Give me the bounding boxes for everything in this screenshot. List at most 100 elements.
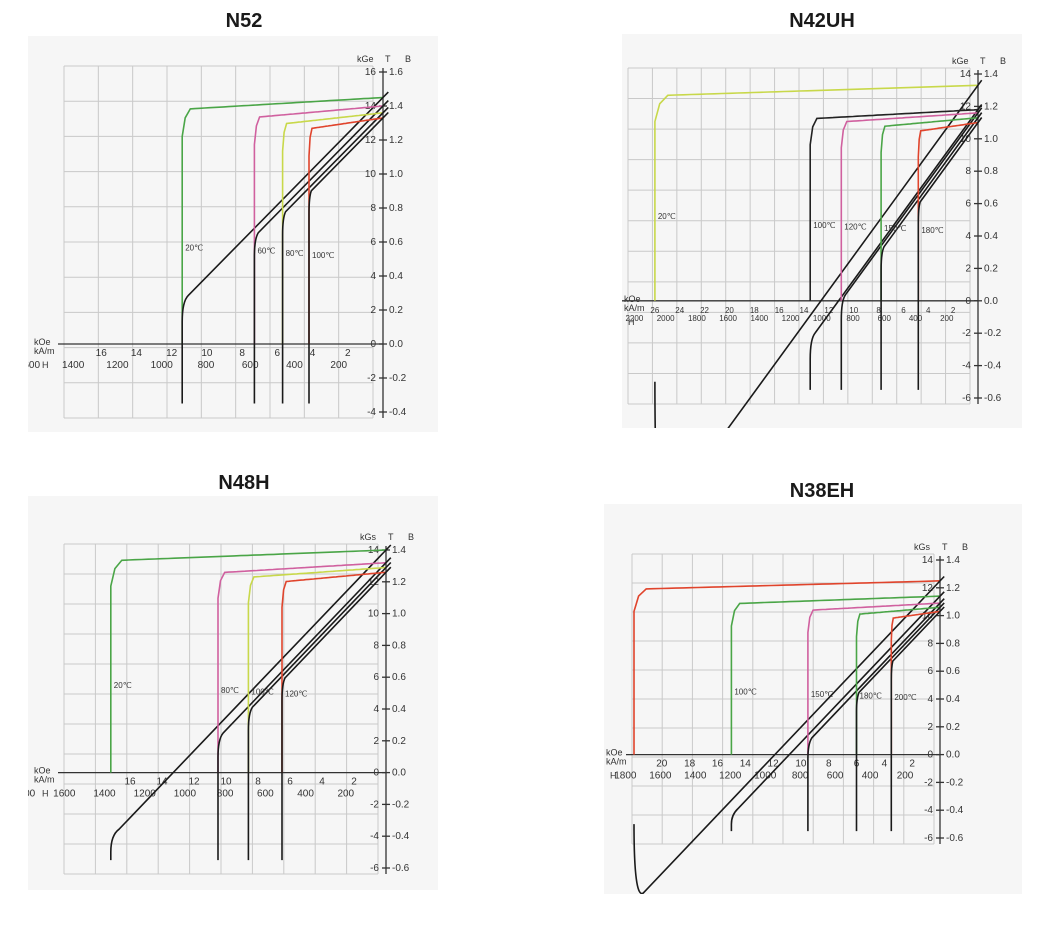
y-tick-label-t: 0.8 (392, 640, 406, 651)
y-tick-label-t: 0.8 (946, 638, 960, 649)
y-tick-label-t: 1.4 (946, 555, 960, 566)
y-tick-label-kg: -4 (370, 831, 379, 842)
y-tick-label-kg: -2 (367, 373, 376, 384)
x-tick-label-koe: 12 (166, 348, 178, 359)
chart-title-n42uh: N42UH (789, 10, 855, 32)
y-tick-label-kg: 12 (365, 135, 377, 146)
y-tick-label-kg: 0 (370, 339, 376, 350)
demag-curve-2 (840, 112, 979, 301)
x-tick-label-kam: 1600 (719, 314, 737, 323)
x-tick-label-koe: 8 (255, 777, 261, 788)
y-tick-label-kg: 12 (960, 101, 972, 112)
y-tick-label-t: 0.8 (984, 166, 998, 177)
y-tick-label-t: 1.0 (389, 169, 403, 180)
y-tick-label-t: 0.0 (984, 296, 998, 307)
x-tick-label-koe: 14 (156, 777, 168, 788)
temp-label: 20℃ (658, 212, 676, 221)
demag-curve-1 (730, 595, 941, 755)
chart-panel-n38eh: 14 1.4 12 1.2 10 1.0 8 0.8 6 0.6 4 0.4 2 0.2 0 0.0 -2 -0.… (604, 504, 1022, 894)
y-tick-label-kg: 6 (370, 237, 376, 248)
grid-lines (63, 65, 374, 419)
x-tick-label-koe: 12 (824, 306, 833, 315)
unit-h-axis: H (610, 771, 617, 781)
x-tick-label-kam: 1000 (813, 314, 831, 323)
y-tick-label-t: -0.2 (392, 799, 410, 810)
y-tick-label-kg: 2 (373, 736, 379, 747)
x-tick-label-kam: 400 (286, 360, 303, 371)
normal-curve-1 (217, 557, 392, 861)
temp-label: 60℃ (257, 247, 275, 256)
y-tick-label-t: 1.2 (392, 577, 406, 588)
x-tick-label-kam: 1000 (754, 771, 777, 782)
temp-label: 180℃ (860, 692, 882, 701)
y-tick-label-t: 0.4 (984, 231, 998, 242)
y-tick-label-t: -0.2 (946, 777, 964, 788)
x-tick-label-kam: 800 (198, 360, 215, 371)
x-tick-label-koe: 2 (351, 777, 357, 788)
x-tick-label-kam: 800 (846, 314, 860, 323)
y-tick-label-kg: 2 (370, 305, 376, 316)
chart-panel-n42uh: 14 1.4 12 1.2 10 1.0 8 0.8 6 0.6 4 0.4 2 0.2 0 0.0 -2 -0.… (622, 34, 1022, 428)
y-tick-label-kg: 4 (370, 271, 376, 282)
y-tick-label-t: 0.6 (392, 672, 406, 683)
x-tick-label-kam: 1600 (649, 771, 672, 782)
y-tick-label-kg: -4 (962, 361, 971, 372)
y-tick-label-t: 0.8 (389, 203, 403, 214)
y-tick-label-kg: 4 (965, 231, 971, 242)
x-tick-label-koe: 10 (201, 348, 213, 359)
y-tick-label-t: -0.4 (946, 805, 964, 816)
y-tick-label-kg: 10 (368, 609, 380, 620)
chart-svg-n48h: 14 1.4 12 1.2 10 1.0 8 0.8 6 0.6 4 0.4 2 0.2 0 0.0 -2 -0.… (28, 532, 414, 875)
x-tick-label-kam: 1600 (28, 360, 40, 371)
unit-h-kam: kA/m (34, 775, 55, 785)
y-tick-label-t: 0.4 (392, 704, 406, 715)
y-tick-label-kg: -2 (370, 799, 379, 810)
temp-label: 200℃ (894, 693, 916, 702)
x-tick-label-kam: 1400 (62, 360, 85, 371)
chart-panel-n52: 16 1.6 14 1.4 12 1.2 10 1.0 8 0.8 6 0.6 4 0.4 2 0.2 0 0.0… (28, 36, 438, 432)
y-tick-label-t: 0.2 (984, 263, 998, 274)
y-tick-label-kg: 14 (960, 69, 972, 80)
y-tick-label-t: 0.6 (389, 237, 403, 248)
x-tick-label-koe: 12 (188, 777, 200, 788)
temp-label: 150℃ (811, 690, 833, 699)
y-tick-label-t: 0.6 (984, 199, 998, 210)
x-tick-label-kam: 400 (297, 789, 314, 800)
chart-panel-n48h: 14 1.4 12 1.2 10 1.0 8 0.8 6 0.6 4 0.4 2 0.2 0 0.0 -2 -0.… (28, 496, 438, 890)
normal-curve-1 (253, 100, 389, 404)
y-tick-label-kg: 8 (373, 640, 379, 651)
y-tick-label-t: -0.4 (392, 831, 410, 842)
normal-curve-2 (807, 598, 945, 832)
demag-curve-1 (809, 108, 979, 301)
y-tick-label-t: -0.6 (946, 833, 964, 844)
y-tick-label-t: 0.2 (392, 736, 406, 747)
y-tick-label-t: 0.0 (392, 768, 406, 779)
x-tick-label-koe: 4 (319, 777, 325, 788)
x-tick-label-koe: 20 (656, 759, 668, 770)
temp-label: 100℃ (251, 688, 273, 697)
unit-h-axis: H (628, 317, 635, 327)
y-tick-label-kg: 2 (965, 263, 971, 274)
chart-svg-n38eh: 14 1.4 12 1.2 10 1.0 8 0.8 6 0.6 4 0.4 2 0.2 0 0.0 -2 -0.… (606, 542, 968, 894)
x-tick-label-kam: 200 (330, 360, 347, 371)
x-tick-label-kam: 2000 (657, 314, 675, 323)
unit-h-axis: H (42, 789, 49, 799)
x-tick-label-koe: 18 (684, 759, 696, 770)
unit-b-kgauss: kGs (360, 532, 377, 542)
x-tick-label-kam: 600 (827, 771, 844, 782)
x-tick-label-koe: 10 (795, 759, 807, 770)
y-tick-label-t: 1.6 (389, 67, 403, 78)
x-tick-label-koe: 14 (131, 348, 143, 359)
y-tick-label-t: 1.2 (946, 583, 960, 594)
y-tick-label-t: -0.2 (984, 328, 1002, 339)
x-tick-label-kam: 600 (257, 789, 274, 800)
x-tick-label-koe: 16 (775, 306, 784, 315)
unit-h-axis: H (42, 360, 49, 370)
temp-label: 120℃ (844, 222, 866, 231)
unit-b-tesla: T (388, 532, 394, 542)
y-tick-label-t: 0.4 (946, 694, 960, 705)
unit-b-kgauss: kGs (914, 542, 931, 552)
y-tick-label-kg: 0 (373, 768, 379, 779)
demag-curve-0 (654, 84, 979, 301)
x-tick-label-koe: 4 (310, 348, 316, 359)
